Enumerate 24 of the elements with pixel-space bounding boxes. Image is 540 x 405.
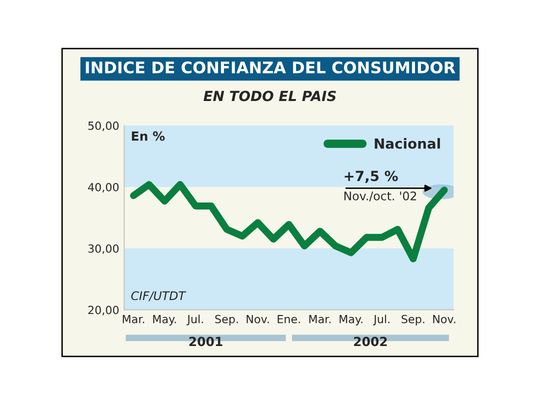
annotation: CIF/UTDT [131, 291, 186, 302]
legend-label: Nacional [374, 138, 440, 149]
x-tick-label: Mar. [309, 315, 331, 324]
x-tick-label: Mar. [122, 315, 144, 324]
x-tick-label: Jul. [373, 314, 390, 326]
y-tick-label: 50,00 [88, 122, 119, 132]
chart-title: INDICE DE CONFIANZA DEL CONSUMIDOR [86, 61, 456, 74]
text: 2001 [189, 336, 222, 346]
y-tick-label: 30,00 [88, 244, 119, 254]
x-tick-label: Nov. [433, 315, 456, 324]
x-tick-label: May. [340, 315, 362, 326]
annotation: +7,5 % [344, 170, 398, 183]
x-tick-label: Nov. [246, 315, 269, 324]
y-axis-title: En % [132, 131, 165, 141]
y-tick-label: 40,00 [88, 182, 119, 192]
x-tick-label: Jul. [186, 314, 203, 326]
annotation: Nov./oct. '02 [344, 191, 416, 202]
x-tick-label: Sep. [215, 314, 238, 326]
x-tick-label: May. [153, 315, 176, 326]
y-tick-label: 20,00 [88, 306, 119, 316]
x-tick-label: Sep. [402, 314, 424, 326]
text: 2002 [354, 336, 387, 346]
x-tick-label: Ene. [278, 315, 300, 324]
chart-subtitle: EN TODO EL PAIS [204, 90, 336, 102]
